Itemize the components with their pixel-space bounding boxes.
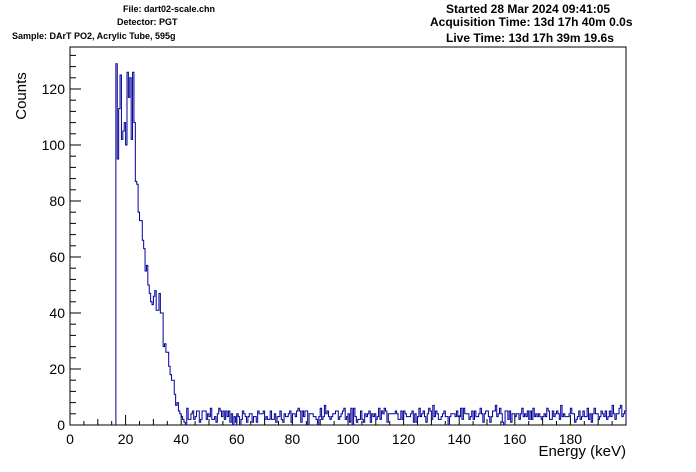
x-tick-label: 20 [118, 431, 134, 447]
y-tick-label: 100 [42, 137, 66, 153]
spectrum-series-line [115, 63, 627, 426]
y-tick-label: 60 [49, 249, 65, 265]
y-axis-title: Counts [13, 72, 30, 120]
y-tick-label: 20 [49, 361, 65, 377]
x-tick-label: 0 [66, 431, 74, 447]
x-tick-label: 160 [503, 431, 527, 447]
x-tick-label: 80 [285, 431, 301, 447]
sample-label: Sample: DArT PO2, Acrylic Tube, 595g [12, 31, 176, 41]
x-tick-label: 60 [229, 431, 245, 447]
live-time-label: Live Time: 13d 17h 39m 19.6s [446, 31, 614, 45]
y-tick-label: 40 [49, 305, 65, 321]
y-tick-label: 120 [42, 81, 66, 97]
y-axis: 0 20 40 60 80 100 120 [42, 54, 81, 433]
x-axis-title: Energy (keV) [538, 443, 626, 460]
started-label: Started 28 Mar 2024 09:41:05 [446, 2, 611, 16]
x-tick-label: 140 [448, 431, 472, 447]
y-tick-label: 0 [57, 417, 65, 433]
x-tick-label: 120 [392, 431, 416, 447]
y-tick-label: 80 [49, 193, 65, 209]
plot-frame [69, 46, 627, 426]
file-label: File: dart02-scale.chn [123, 4, 216, 14]
detector-label: Detector: PGT [117, 17, 178, 27]
x-tick-label: 40 [173, 431, 189, 447]
acquisition-time-label: Acquisition Time: 13d 17h 40m 0.0s [430, 15, 633, 29]
x-tick-label: 180 [559, 431, 583, 447]
x-tick-label: 100 [336, 431, 360, 447]
